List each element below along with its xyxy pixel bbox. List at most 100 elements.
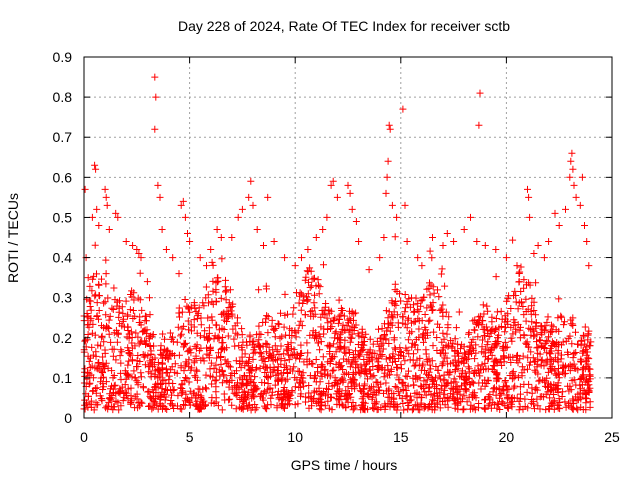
data-point xyxy=(529,326,537,334)
data-point xyxy=(567,316,575,324)
data-point xyxy=(524,343,532,351)
data-point xyxy=(177,201,185,209)
data-point xyxy=(108,304,116,312)
data-point xyxy=(436,323,443,331)
data-point xyxy=(98,333,105,341)
data-point xyxy=(334,387,342,395)
data-point xyxy=(257,350,265,358)
data-point xyxy=(274,376,282,384)
data-point xyxy=(421,323,429,331)
data-point xyxy=(496,394,503,402)
data-point xyxy=(176,313,183,321)
data-point xyxy=(122,369,130,377)
data-point xyxy=(136,402,144,410)
data-point xyxy=(222,296,230,304)
data-point xyxy=(240,372,248,380)
data-point xyxy=(577,403,585,411)
data-point xyxy=(514,373,522,381)
data-point xyxy=(536,336,543,344)
data-point xyxy=(336,339,344,347)
data-point xyxy=(545,238,553,245)
data-point xyxy=(559,338,567,346)
data-point xyxy=(455,308,463,316)
data-point xyxy=(220,309,228,317)
data-point xyxy=(127,384,135,392)
data-point xyxy=(548,401,556,409)
data-point xyxy=(487,346,495,354)
data-point xyxy=(114,329,122,337)
data-point xyxy=(437,270,445,278)
data-point xyxy=(536,337,544,344)
data-point xyxy=(427,303,435,311)
data-point xyxy=(474,333,482,341)
data-point xyxy=(585,342,593,350)
data-point xyxy=(115,406,123,414)
data-point xyxy=(374,405,382,413)
data-point xyxy=(584,330,592,338)
data-point xyxy=(561,398,569,406)
data-point xyxy=(267,368,275,376)
data-point xyxy=(115,304,123,312)
data-point xyxy=(100,299,108,307)
data-point xyxy=(256,364,264,372)
data-point xyxy=(373,365,381,373)
data-point xyxy=(334,319,342,327)
data-point xyxy=(348,384,356,392)
data-point xyxy=(422,391,430,399)
data-point xyxy=(95,280,103,288)
data-point xyxy=(460,359,468,367)
data-point xyxy=(93,364,101,372)
data-point xyxy=(159,354,167,362)
data-point xyxy=(403,346,411,354)
data-point xyxy=(263,312,271,320)
data-point xyxy=(81,365,89,373)
data-point xyxy=(572,328,579,336)
data-point xyxy=(212,376,220,384)
data-point xyxy=(162,393,170,401)
data-point xyxy=(352,347,359,355)
data-point xyxy=(444,403,452,411)
data-point xyxy=(439,398,447,405)
data-point xyxy=(532,368,540,376)
data-point xyxy=(476,372,484,380)
data-point xyxy=(133,246,141,253)
data-point xyxy=(278,333,286,341)
data-point xyxy=(348,205,356,213)
data-point xyxy=(270,351,278,359)
data-point xyxy=(347,393,355,401)
data-point xyxy=(204,314,212,322)
data-point xyxy=(143,278,151,286)
data-point xyxy=(291,262,299,270)
data-point xyxy=(369,340,377,348)
data-point xyxy=(394,388,402,396)
data-point xyxy=(511,318,519,326)
data-point xyxy=(533,344,541,352)
data-point xyxy=(92,291,100,299)
data-point xyxy=(315,290,323,298)
data-point xyxy=(370,405,378,413)
data-point xyxy=(105,226,113,233)
data-point xyxy=(372,391,380,399)
data-point xyxy=(193,397,201,405)
data-point xyxy=(92,165,100,173)
data-point xyxy=(513,352,521,360)
data-point xyxy=(272,371,280,379)
data-point xyxy=(386,354,394,362)
data-point xyxy=(581,340,589,348)
data-point xyxy=(550,384,558,392)
data-point xyxy=(86,364,94,371)
data-point xyxy=(461,369,469,377)
data-point xyxy=(326,357,334,365)
data-point xyxy=(460,392,468,400)
data-point xyxy=(222,276,229,284)
data-point xyxy=(509,353,517,361)
data-point xyxy=(312,399,320,407)
data-point xyxy=(277,390,285,398)
data-point xyxy=(327,318,335,326)
data-point xyxy=(165,379,173,387)
data-point xyxy=(230,335,238,343)
data-point xyxy=(93,205,101,213)
data-point xyxy=(464,363,472,371)
data-point xyxy=(135,250,143,257)
